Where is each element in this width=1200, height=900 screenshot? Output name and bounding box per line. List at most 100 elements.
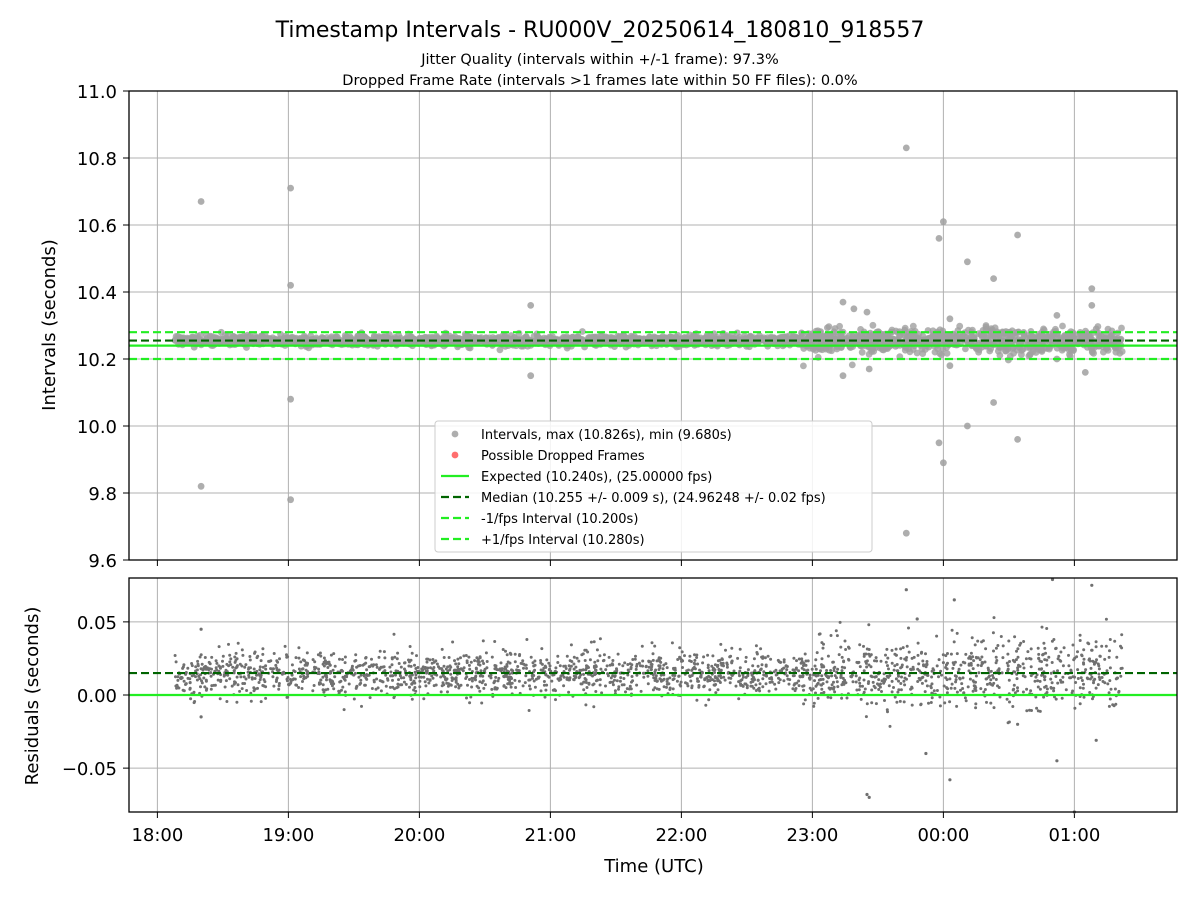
residual-point — [707, 669, 711, 673]
residual-point — [974, 689, 978, 692]
residual-point — [797, 679, 801, 683]
residual-point — [886, 664, 889, 668]
intervals-point — [858, 348, 866, 356]
residual-point — [429, 666, 432, 670]
residual-point — [531, 661, 535, 665]
residual-point — [523, 663, 527, 667]
residual-point — [392, 632, 396, 636]
residual-point — [484, 651, 488, 655]
residual-point — [484, 683, 487, 687]
x-tick-label: 23:00 — [786, 825, 838, 846]
residual-point — [252, 689, 256, 693]
residual-point — [950, 682, 954, 686]
residual-point — [655, 679, 659, 683]
residual-point — [453, 659, 456, 663]
intervals-point — [824, 324, 831, 332]
residual-point — [176, 675, 180, 679]
residual-point — [842, 659, 846, 663]
residual-point — [414, 676, 418, 680]
residual-point — [1043, 646, 1047, 650]
residual-point — [834, 629, 838, 633]
residual-point — [312, 684, 316, 687]
residual-point — [485, 666, 489, 670]
residual-point — [754, 683, 758, 687]
residual-point — [584, 703, 588, 707]
intervals-point — [995, 332, 1003, 339]
intervals-outlier-point — [940, 218, 947, 226]
residual-point — [223, 685, 227, 689]
residual-point — [787, 682, 791, 686]
residual-point — [634, 654, 637, 658]
residual-point — [830, 683, 834, 687]
residual-point — [528, 684, 531, 688]
residual-point — [1062, 646, 1066, 650]
residual-point — [905, 677, 908, 681]
residual-point — [817, 632, 821, 636]
residual-point — [204, 678, 208, 682]
residual-point — [355, 665, 359, 669]
residual-point — [342, 708, 346, 712]
residual-point — [1037, 652, 1041, 656]
chart-title: Timestamp Intervals - RU000V_20250614_18… — [275, 18, 925, 43]
residual-point — [258, 665, 262, 669]
residual-point — [426, 666, 430, 670]
residual-point — [205, 666, 209, 670]
residual-point — [263, 680, 267, 684]
residual-point — [1071, 643, 1075, 647]
intervals-outlier-point — [1092, 325, 1100, 333]
residual-point — [442, 656, 446, 659]
residual-point — [508, 661, 512, 665]
residual-point — [651, 652, 655, 656]
residual-point — [529, 655, 533, 659]
legend-marker-intervals — [451, 430, 459, 438]
intervals-point — [857, 326, 864, 333]
intervals-outlier-point — [1014, 231, 1021, 239]
intervals-outlier-point — [527, 302, 535, 309]
residual-point — [595, 648, 599, 652]
residual-point — [370, 657, 373, 661]
residual-point — [474, 674, 478, 678]
residual-point — [706, 663, 710, 667]
residual-point — [408, 645, 412, 648]
residual-point — [1041, 653, 1045, 657]
intervals-point — [1012, 329, 1020, 336]
residual-point — [289, 678, 292, 681]
residual-point — [431, 676, 435, 680]
residual-point — [1021, 674, 1025, 678]
residual-point — [341, 658, 344, 661]
residual-point — [332, 652, 336, 656]
residual-point — [594, 690, 598, 693]
residual-point — [676, 658, 680, 661]
residual-point — [992, 649, 995, 653]
residual-point — [1097, 667, 1101, 671]
residual-point — [534, 677, 538, 681]
residual-point — [562, 664, 566, 668]
residual-point — [942, 684, 946, 688]
residual-point — [887, 667, 890, 671]
residual-point — [569, 664, 573, 668]
legend-entry-label: Intervals, max (10.826s), min (9.680s) — [481, 428, 732, 443]
residual-point — [381, 665, 385, 669]
residual-point — [425, 669, 429, 673]
residual-point — [252, 667, 256, 671]
residual-point — [352, 673, 356, 677]
intervals-outlier-point — [865, 365, 873, 373]
residual-point — [920, 681, 924, 685]
residual-point — [609, 676, 613, 680]
intervals-point — [987, 345, 995, 352]
residual-point — [434, 683, 438, 687]
residual-point — [233, 655, 237, 659]
residual-point — [395, 657, 399, 661]
residual-point — [1029, 665, 1033, 669]
residual-point — [864, 660, 868, 664]
residual-point — [435, 673, 439, 677]
residual-point — [176, 678, 180, 682]
residual-point — [1079, 676, 1083, 680]
residual-point — [572, 662, 576, 666]
residual-point — [396, 685, 400, 689]
residual-point — [255, 673, 258, 677]
intervals-outlier-point — [902, 144, 910, 152]
residual-point — [1059, 650, 1063, 654]
residual-point — [476, 658, 480, 661]
residual-point — [877, 688, 881, 691]
